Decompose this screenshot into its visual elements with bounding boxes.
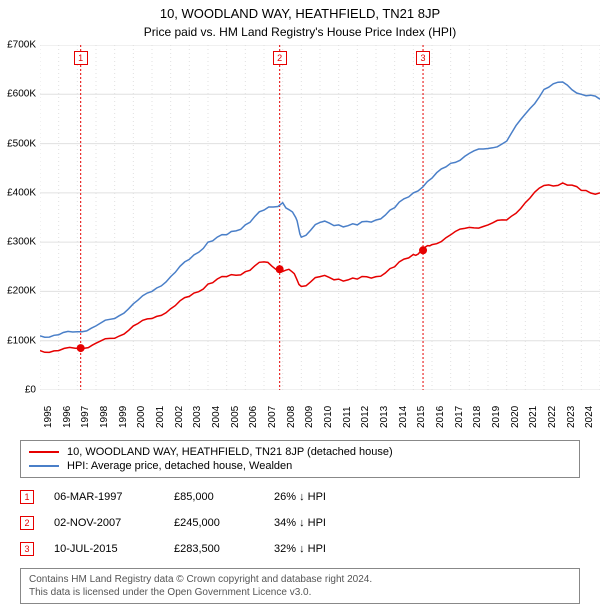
sale-diff: 34% ↓ HPI <box>274 517 326 529</box>
x-tick-label: 2004 <box>211 406 222 428</box>
x-tick-label: 2003 <box>192 406 203 428</box>
x-tick-label: 2021 <box>528 406 539 428</box>
y-tick-label: £400K <box>7 187 36 198</box>
footer-line1: Contains HM Land Registry data © Crown c… <box>29 573 571 586</box>
x-tick-label: 1996 <box>62 406 73 428</box>
sale-date: 02-NOV-2007 <box>54 517 154 529</box>
footer-attribution: Contains HM Land Registry data © Crown c… <box>20 568 580 604</box>
x-tick-label: 2016 <box>435 406 446 428</box>
event-marker: 2 <box>273 51 287 65</box>
sale-row: 2 02-NOV-2007 £245,000 34% ↓ HPI <box>20 510 580 536</box>
sale-price: £283,500 <box>174 543 254 555</box>
legend-item: HPI: Average price, detached house, Weal… <box>29 459 571 473</box>
x-tick-label: 1995 <box>43 406 54 428</box>
sale-price: £85,000 <box>174 491 254 503</box>
x-tick-label: 2024 <box>584 406 595 428</box>
y-tick-label: £200K <box>7 286 36 297</box>
x-tick-label: 2010 <box>323 406 334 428</box>
legend-swatch <box>29 451 59 453</box>
footer-line2: This data is licensed under the Open Gov… <box>29 586 571 599</box>
x-tick-label: 2011 <box>342 406 353 428</box>
x-tick-label: 2014 <box>398 406 409 428</box>
legend-label: 10, WOODLAND WAY, HEATHFIELD, TN21 8JP (… <box>67 446 393 458</box>
legend: 10, WOODLAND WAY, HEATHFIELD, TN21 8JP (… <box>20 440 580 478</box>
y-tick-label: £500K <box>7 138 36 149</box>
chart-title: 10, WOODLAND WAY, HEATHFIELD, TN21 8JP <box>0 0 600 21</box>
x-tick-label: 2000 <box>136 406 147 428</box>
sale-marker: 2 <box>20 516 34 530</box>
legend-swatch <box>29 465 59 467</box>
y-axis: £0£100K£200K£300K£400K£500K£600K£700K <box>0 45 38 390</box>
sale-diff: 26% ↓ HPI <box>274 491 326 503</box>
x-tick-label: 2006 <box>248 406 259 428</box>
x-tick-label: 2022 <box>547 406 558 428</box>
x-tick-label: 2007 <box>267 406 278 428</box>
x-tick-label: 2008 <box>286 406 297 428</box>
x-tick-label: 2013 <box>379 406 390 428</box>
x-tick-label: 2015 <box>416 406 427 428</box>
x-tick-label: 1997 <box>80 406 91 428</box>
x-tick-label: 2019 <box>491 406 502 428</box>
x-tick-label: 2017 <box>454 406 465 428</box>
x-tick-label: 2020 <box>510 406 521 428</box>
x-tick-label: 2002 <box>174 406 185 428</box>
sale-marker: 3 <box>20 542 34 556</box>
x-tick-label: 2018 <box>472 406 483 428</box>
x-tick-label: 2023 <box>566 406 577 428</box>
x-tick-label: 1999 <box>118 406 129 428</box>
x-tick-label: 1998 <box>99 406 110 428</box>
x-tick-label: 2005 <box>230 406 241 428</box>
sale-price: £245,000 <box>174 517 254 529</box>
x-axis: 1995 1996 1997 1998 1999 2000 2001 2002 2003 2004… <box>40 398 600 438</box>
legend-item: 10, WOODLAND WAY, HEATHFIELD, TN21 8JP (… <box>29 445 571 459</box>
sale-date: 10-JUL-2015 <box>54 543 154 555</box>
y-tick-label: £0 <box>25 385 36 396</box>
sale-row: 1 06-MAR-1997 £85,000 26% ↓ HPI <box>20 484 580 510</box>
chart-area: £0£100K£200K£300K£400K£500K£600K£700K 12… <box>40 45 600 390</box>
x-tick-label: 2009 <box>304 406 315 428</box>
y-tick-label: £600K <box>7 89 36 100</box>
y-tick-label: £100K <box>7 335 36 346</box>
series-property <box>40 183 600 352</box>
event-marker: 3 <box>416 51 430 65</box>
sale-marker: 1 <box>20 490 34 504</box>
sale-date: 06-MAR-1997 <box>54 491 154 503</box>
chart-subtitle: Price paid vs. HM Land Registry's House … <box>0 21 600 45</box>
event-marker: 1 <box>74 51 88 65</box>
legend-label: HPI: Average price, detached house, Weal… <box>67 460 292 472</box>
sale-diff: 32% ↓ HPI <box>274 543 326 555</box>
y-tick-label: £300K <box>7 237 36 248</box>
sale-row: 3 10-JUL-2015 £283,500 32% ↓ HPI <box>20 536 580 562</box>
y-tick-label: £700K <box>7 40 36 51</box>
x-tick-label: 2001 <box>155 406 166 428</box>
plot-svg <box>40 45 600 390</box>
sales-table: 1 06-MAR-1997 £85,000 26% ↓ HPI 2 02-NOV-2007… <box>20 484 580 562</box>
x-tick-label: 2012 <box>360 406 371 428</box>
